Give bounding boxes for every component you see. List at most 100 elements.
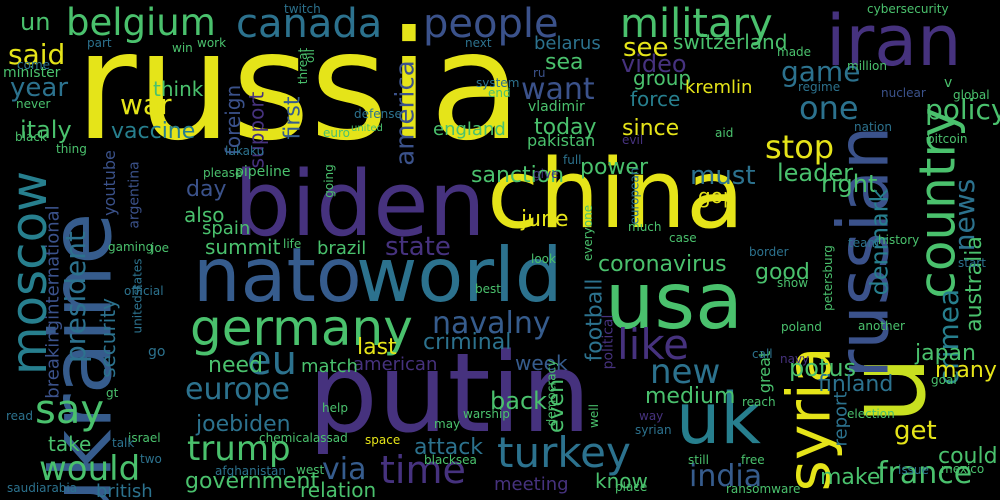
cloud-word-video: video [621, 50, 687, 78]
cloud-word-history: history [878, 233, 920, 247]
cloud-word-potus: potus [789, 354, 857, 382]
cloud-word-win: win [172, 41, 193, 55]
cloud-word-chemicalassad: chemicalassad [259, 431, 348, 445]
cloud-word-many: many [935, 358, 997, 383]
cloud-word-two: two [140, 452, 162, 466]
cloud-word-make: make [820, 465, 881, 490]
cloud-word-start: start [958, 256, 986, 270]
cloud-word-leader: leader [777, 159, 854, 187]
cloud-word-turkey: turkey [497, 428, 631, 477]
cloud-word-way: way [639, 409, 664, 423]
cloud-word-made: made [777, 45, 812, 59]
cloud-word-please: please [203, 166, 243, 180]
cloud-word-match: match [301, 356, 358, 377]
cloud-word-today: today [534, 115, 597, 140]
cloud-word-system: system [476, 76, 520, 90]
cloud-word-full: full [563, 153, 582, 167]
cloud-word-china: china [487, 140, 745, 250]
cloud-word-june: june [521, 207, 569, 232]
cloud-word-vladimir: vladimir [528, 99, 585, 115]
cloud-word-gaming: gaming [108, 240, 154, 254]
cloud-word-much: much [628, 220, 662, 234]
cloud-word-via: via [322, 452, 367, 487]
cloud-word-policy: policy [925, 93, 1000, 126]
cloud-word-talk: talk [112, 436, 135, 450]
cloud-word-england: england [433, 119, 506, 140]
cloud-word-switzerland: switzerland [673, 30, 788, 54]
cloud-word-right: right [821, 170, 878, 198]
cloud-word-ransomware: ransomware [726, 482, 801, 496]
cloud-word-nuclear: nuclear [881, 86, 926, 100]
cloud-word-goal: goal [931, 373, 957, 387]
cloud-word-russia: russia [75, 0, 522, 174]
cloud-word-italy: italy [20, 116, 72, 144]
cloud-word-pakistan: pakistan [527, 131, 596, 150]
cloud-word-nation: nation [854, 120, 892, 134]
cloud-word-everyone: everyone [581, 204, 596, 262]
cloud-word-usa: usa [605, 257, 743, 347]
cloud-word-best: best [475, 282, 501, 296]
cloud-word-warship: warship [463, 407, 510, 421]
cloud-word-president: president [59, 231, 92, 363]
cloud-word-year: year [10, 73, 69, 103]
cloud-word-time: time [380, 448, 466, 492]
cloud-word-japan: japan [915, 341, 976, 366]
cloud-word-global: global [953, 88, 990, 102]
cloud-word-australia: australia [961, 236, 987, 332]
cloud-word-democracy: democracy [544, 359, 559, 427]
cloud-word-belarus: belarus [534, 33, 601, 54]
cloud-word-blacksea: blacksea [424, 453, 477, 467]
cloud-word-give: give [533, 167, 559, 181]
cloud-word-first: first [280, 96, 306, 140]
cloud-word-kremlin: kremlin [685, 77, 753, 98]
cloud-word-last: last [357, 335, 397, 360]
cloud-word-oil: oil [303, 48, 318, 64]
cloud-word-summit: summit [205, 235, 281, 259]
cloud-word-minister: minister [3, 65, 61, 81]
cloud-word-biden: biden [234, 152, 486, 257]
cloud-word-reach: reach [742, 395, 776, 409]
cloud-word-un: un [20, 8, 51, 36]
cloud-word-europe: europe [185, 372, 290, 407]
cloud-word-israel: israel [128, 431, 161, 445]
cloud-word-look: look [531, 252, 556, 266]
cloud-word-euro: euro [323, 126, 350, 140]
cloud-word-war: war [120, 88, 172, 121]
cloud-word-team: team [848, 236, 880, 250]
cloud-word-read: read [6, 409, 34, 423]
cloud-word-nato: nato [193, 231, 362, 319]
cloud-word-game: game [781, 55, 861, 88]
cloud-word-like: like [617, 320, 690, 369]
cloud-word-political: political [600, 314, 617, 370]
cloud-word-show: show [777, 276, 809, 290]
cloud-word-part: part [87, 36, 112, 50]
cloud-word-force: force [630, 87, 681, 111]
cloud-word-going: going [321, 164, 336, 198]
cloud-word-good: good [755, 260, 810, 285]
cloud-word-united: united [351, 123, 383, 134]
cloud-word-one: one [799, 89, 859, 127]
cloud-word-youtube: youtube [99, 150, 119, 216]
cloud-word-joebiden: joebiden [196, 412, 291, 437]
cloud-word-india: india [689, 459, 763, 494]
cloud-word-saudiarabia: saudiarabia [7, 481, 78, 495]
cloud-word-aid: aid [715, 126, 734, 140]
cloud-word-defense: defense [354, 107, 402, 121]
cloud-word-take: take [48, 432, 92, 456]
cloud-word-uk: uk [676, 378, 761, 460]
cloud-word-official: official [124, 284, 164, 298]
cloud-word-west: west [296, 463, 325, 477]
cloud-word-mexico: mexico [941, 462, 985, 476]
cloud-word-help: help [322, 401, 348, 415]
cloud-word-end: end [488, 86, 511, 100]
cloud-word-finland: finland [818, 372, 894, 397]
cloud-word-navy: navy [780, 352, 810, 366]
cloud-word-gop: gop [698, 184, 736, 208]
cloud-word-france: france [877, 456, 973, 491]
cloud-word-stop: stop [765, 128, 835, 166]
cloud-word-place: place [615, 480, 648, 494]
cloud-word-since: since [622, 116, 680, 141]
cloud-word-lukaku: lukaku [225, 144, 265, 158]
cloud-word-power: power [580, 155, 648, 180]
cloud-word-never: never [16, 97, 51, 111]
